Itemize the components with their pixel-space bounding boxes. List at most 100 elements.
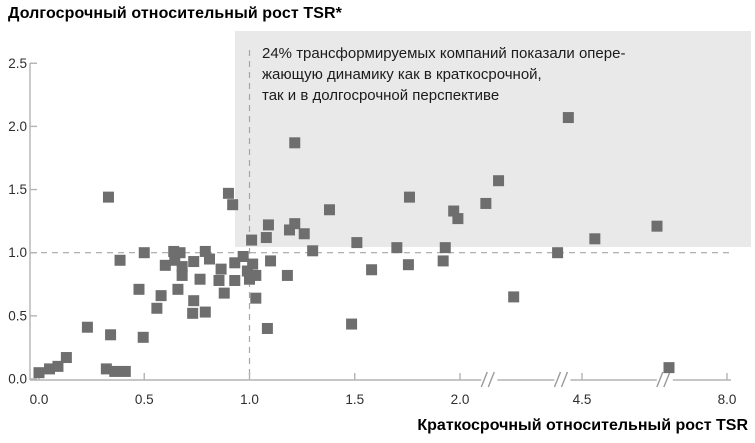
data-point [452,213,464,225]
data-point [133,283,145,295]
data-point [138,247,150,259]
data-point [281,269,293,281]
data-point [44,363,56,375]
data-point [262,219,274,231]
data-point [403,191,415,203]
data-point [168,245,180,257]
data-point [651,220,663,232]
y-tick-label: 1.5 [8,182,27,197]
y-tick-label: 2.0 [8,119,27,134]
data-point [105,329,117,341]
data-point [346,318,358,330]
data-point [176,261,188,273]
data-point [323,204,335,216]
y-tick-label: 2.5 [8,56,27,71]
data-point [114,254,126,266]
data-point [289,137,301,149]
data-point [250,292,262,304]
data-point [194,273,206,285]
data-point [562,112,574,124]
x-tick-label: 1.0 [240,392,259,407]
data-point [229,257,241,269]
data-point [155,290,167,302]
highlight-region [235,31,751,247]
annotation-box: 24% трансформируемых компаний показали о… [262,43,732,106]
data-point [102,191,114,203]
data-point [52,360,64,372]
data-point [174,247,186,259]
data-point [250,269,262,281]
data-point [283,224,295,236]
data-point [663,362,675,374]
axis-break-icon [663,371,671,388]
data-point [351,237,363,249]
data-point [188,256,200,268]
x-tick-label: 0.0 [30,392,49,407]
data-point [237,250,249,262]
axis-break-icon [487,371,495,388]
data-point [199,306,211,318]
data-point [187,307,199,319]
data-point [213,274,225,286]
data-point [227,199,239,211]
data-point [60,352,72,364]
data-point [260,232,272,244]
x-tick-label: 0.5 [135,392,154,407]
data-point [437,255,449,267]
data-point [172,283,184,295]
data-point [222,187,234,199]
data-point [159,259,171,271]
axis-break-icon [656,371,664,388]
data-point [265,255,277,267]
data-point [402,259,414,271]
axis-break-icon [560,371,569,388]
axis-break-icon [553,371,562,388]
data-point [480,197,492,209]
data-point [119,365,131,377]
data-point [244,273,255,285]
data-point [552,247,564,259]
data-point [589,233,601,245]
data-point [448,205,460,217]
data-point [137,331,149,343]
data-point [298,228,310,240]
data-point [215,263,227,275]
data-point [100,363,112,375]
x-axis-label: Краткосрочный относительный рост TSR [417,417,748,434]
data-point [391,242,403,254]
x-tick-label: 8.0 [718,392,737,407]
x-tick-label: 2.0 [451,392,470,407]
data-point [151,302,163,314]
data-point [169,254,181,266]
data-point [289,218,301,230]
data-point [109,365,121,377]
chart-title: Долгосрочный относительный рост TSR* [8,5,342,22]
data-point [493,175,505,187]
data-point [218,287,230,299]
data-point [176,269,188,281]
data-point [81,321,93,333]
data-point [188,295,200,307]
data-point [508,291,520,303]
x-tick-label: 4.5 [573,392,592,407]
data-point [241,265,253,277]
data-point [439,242,451,254]
y-tick-label: 0.0 [8,372,27,387]
data-point [366,264,378,276]
y-tick-label: 1.0 [8,245,27,260]
x-tick-label: 1.5 [345,392,364,407]
annotation-line: так и в долгосрочной перспективе [262,87,500,104]
data-point [246,234,258,246]
data-point [307,245,319,257]
data-point [247,258,259,270]
y-tick-label: 0.5 [8,308,27,323]
annotation-line: 24% трансформируемых компаний показали о… [262,45,626,62]
data-point [33,367,45,379]
annotation-line: жающую динамику как в краткосрочной, [262,66,542,83]
data-point [204,253,216,265]
data-point [229,274,241,286]
data-point [261,322,273,334]
axis-break-icon [480,371,488,388]
